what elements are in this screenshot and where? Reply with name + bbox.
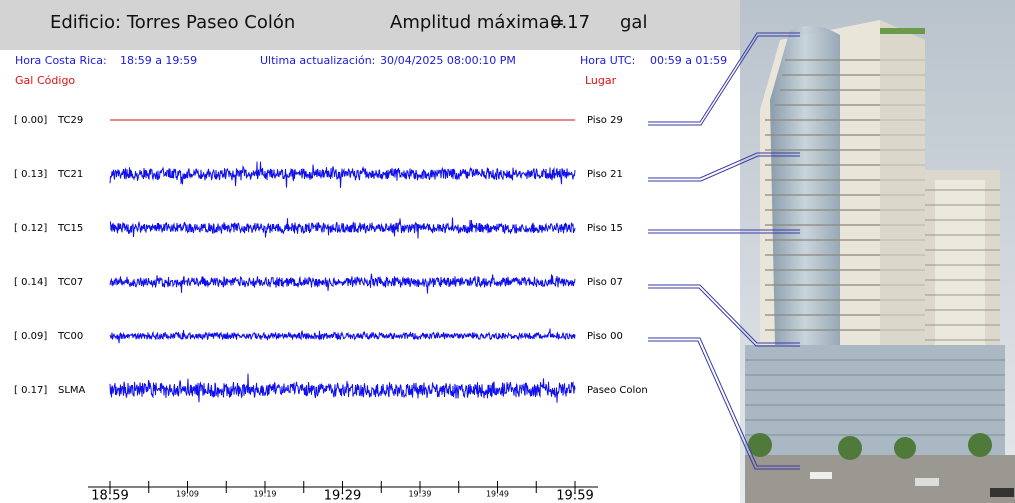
channel-gal: [ 0.09]	[14, 331, 47, 342]
channel-place: Piso 29	[587, 115, 623, 126]
amplitude-label: Amplitud máxima=	[390, 12, 565, 33]
time-label: 19:59	[556, 489, 593, 503]
gal-header: Gal	[15, 74, 33, 87]
waveform	[109, 373, 576, 403]
code-header: Código	[37, 74, 75, 87]
waveform	[109, 217, 576, 239]
channel-gal: [ 0.14]	[14, 277, 47, 288]
channel-code: SLMA	[58, 385, 86, 396]
channel-code: TC29	[57, 115, 83, 126]
channel-code: TC15	[57, 223, 83, 234]
channel-place: Piso 21	[587, 169, 623, 180]
amplitude-unit: gal	[620, 12, 647, 33]
time-label: 18:59	[91, 489, 128, 503]
utc-label: Hora UTC:	[580, 54, 635, 67]
channel-gal: [ 0.13]	[14, 169, 47, 180]
time-label: 19:19	[253, 490, 276, 499]
callouts	[648, 32, 800, 470]
time-label: 19:39	[408, 490, 431, 499]
channel-code: TC00	[57, 331, 83, 342]
time-label: 19:29	[324, 489, 361, 503]
channel-gal: [ 0.17]	[14, 385, 47, 396]
waveform	[109, 161, 576, 188]
local-range: 18:59 a 19:59	[120, 54, 197, 67]
channel-gal: [ 0.12]	[14, 223, 47, 234]
channel-place: Piso 07	[587, 277, 623, 288]
channel-place: Piso 15	[587, 223, 623, 234]
header-band	[0, 0, 740, 50]
channel-code: TC07	[57, 277, 83, 288]
time-label: 19:49	[486, 490, 509, 499]
place-header: Lugar	[585, 74, 617, 87]
waveform	[109, 273, 576, 294]
channel-code: TC21	[57, 169, 83, 180]
update-label: Ultima actualización:	[260, 54, 375, 67]
waveform	[109, 328, 576, 344]
utc-range: 00:59 a 01:59	[650, 54, 727, 67]
channel-place: Paseo Colon	[587, 385, 648, 396]
channel-gal: [ 0.00]	[14, 115, 47, 126]
time-label: 19:09	[176, 490, 199, 499]
channel-place: Piso 00	[587, 331, 623, 342]
amplitude-value: 0.17	[550, 12, 590, 33]
update-value: 30/04/2025 08:00:10 PM	[380, 54, 516, 67]
building-photo	[740, 0, 1015, 503]
local-label: Hora Costa Rica:	[15, 54, 107, 67]
building-label: Edificio: Torres Paseo Colón	[50, 12, 295, 33]
